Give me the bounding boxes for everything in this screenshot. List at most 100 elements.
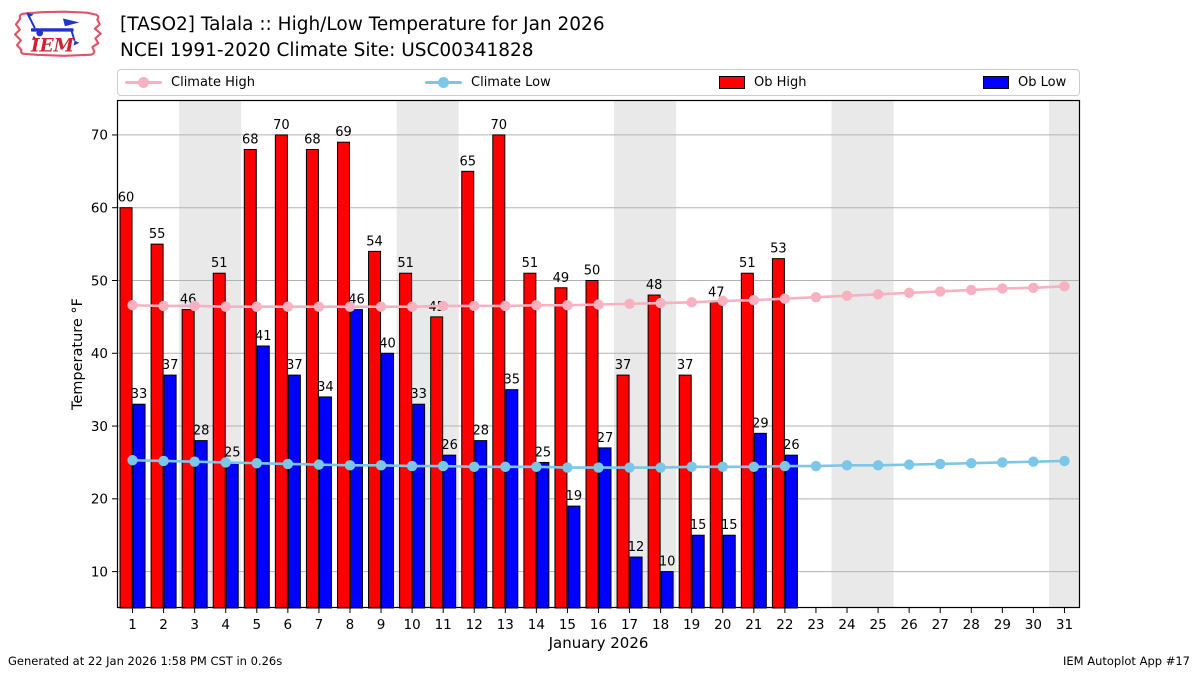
ob-high-patch-swatch xyxy=(719,76,745,89)
svg-text:20: 20 xyxy=(91,492,108,508)
svg-text:10: 10 xyxy=(659,555,676,570)
svg-text:48: 48 xyxy=(646,278,663,293)
legend-label: Ob High xyxy=(754,75,807,90)
svg-text:15: 15 xyxy=(690,518,707,533)
svg-text:15: 15 xyxy=(721,518,738,533)
svg-text:68: 68 xyxy=(242,132,259,147)
svg-text:21: 21 xyxy=(745,617,762,633)
svg-text:30: 30 xyxy=(1025,617,1042,633)
svg-text:19: 19 xyxy=(683,617,700,633)
weather-vane-icon xyxy=(26,12,80,46)
svg-text:12: 12 xyxy=(466,617,483,633)
svg-text:37: 37 xyxy=(677,358,694,373)
svg-text:26: 26 xyxy=(901,617,918,633)
svg-text:22: 22 xyxy=(776,617,793,633)
climate-low-line xyxy=(127,455,1070,473)
svg-text:19: 19 xyxy=(566,489,583,504)
svg-text:53: 53 xyxy=(770,242,787,257)
svg-text:34: 34 xyxy=(317,380,334,395)
title-line-1: [TASO2] Talala :: High/Low Temperature f… xyxy=(120,14,605,35)
svg-text:60: 60 xyxy=(91,201,108,217)
svg-text:41: 41 xyxy=(255,329,272,344)
ob-high-bars xyxy=(119,134,785,609)
chart-title: [TASO2] Talala :: High/Low Temperature f… xyxy=(120,12,605,64)
chart-legend: Climate High Climate Low Ob High Ob Low xyxy=(117,69,1080,96)
legend-item-ob-low: Ob Low xyxy=(983,70,1066,95)
x-axis-ticks: 1 2 3 4 5 6 7 8 9 10 11 12 13 14 15 16 17 18 19 20 21 22 23 24 2… xyxy=(128,608,1073,633)
svg-text:1: 1 xyxy=(128,617,137,633)
plot-border xyxy=(116,99,1081,609)
svg-text:49: 49 xyxy=(553,271,570,286)
svg-text:25: 25 xyxy=(535,445,552,460)
svg-text:16: 16 xyxy=(590,617,607,633)
svg-text:70: 70 xyxy=(91,128,108,144)
svg-text:33: 33 xyxy=(131,387,148,402)
svg-text:2: 2 xyxy=(159,617,168,633)
svg-text:28: 28 xyxy=(472,424,489,439)
svg-text:27: 27 xyxy=(597,431,614,446)
legend-label: Climate Low xyxy=(471,75,551,90)
svg-text:37: 37 xyxy=(286,358,303,373)
svg-text:70: 70 xyxy=(273,118,290,133)
title-line-2: NCEI 1991-2020 Climate Site: USC00341828 xyxy=(120,40,534,61)
svg-text:51: 51 xyxy=(211,256,228,271)
svg-text:55: 55 xyxy=(149,227,166,242)
svg-text:51: 51 xyxy=(522,256,539,271)
svg-text:11: 11 xyxy=(435,617,452,633)
legend-item-climate-low: Climate Low xyxy=(425,70,551,95)
svg-text:27: 27 xyxy=(932,617,949,633)
svg-text:51: 51 xyxy=(739,256,756,271)
svg-text:29: 29 xyxy=(994,617,1011,633)
svg-text:33: 33 xyxy=(410,387,427,402)
legend-item-ob-high: Ob High xyxy=(719,70,807,95)
ob-low-bars xyxy=(132,309,798,609)
svg-text:29: 29 xyxy=(752,416,769,431)
svg-text:65: 65 xyxy=(459,154,476,169)
app-credit: IEM Autoplot App #17 xyxy=(1062,654,1190,668)
svg-text:7: 7 xyxy=(315,617,324,633)
svg-text:15: 15 xyxy=(559,617,576,633)
svg-text:24: 24 xyxy=(838,617,855,633)
svg-text:37: 37 xyxy=(162,358,179,373)
svg-text:25: 25 xyxy=(224,445,241,460)
svg-text:37: 37 xyxy=(615,358,632,373)
svg-text:51: 51 xyxy=(397,256,414,271)
svg-text:10: 10 xyxy=(404,617,421,633)
logo-text: IEM xyxy=(30,35,75,56)
iowa-outline xyxy=(13,10,102,57)
ob-low-patch-swatch xyxy=(983,76,1009,89)
svg-text:50: 50 xyxy=(584,263,601,278)
svg-text:40: 40 xyxy=(379,336,396,351)
svg-text:5: 5 xyxy=(252,617,261,633)
svg-text:23: 23 xyxy=(807,617,824,633)
svg-text:54: 54 xyxy=(366,234,383,249)
svg-text:9: 9 xyxy=(377,617,386,633)
svg-text:69: 69 xyxy=(335,125,352,140)
legend-item-climate-high: Climate High xyxy=(125,70,255,95)
y-axis-label: Temperature °F xyxy=(70,297,86,411)
svg-text:26: 26 xyxy=(441,438,458,453)
svg-text:31: 31 xyxy=(1056,617,1073,633)
iem-logo: IEM xyxy=(13,10,102,57)
svg-text:3: 3 xyxy=(190,617,199,633)
svg-text:20: 20 xyxy=(714,617,731,633)
svg-text:17: 17 xyxy=(621,617,638,633)
svg-text:70: 70 xyxy=(491,118,508,133)
svg-text:40: 40 xyxy=(91,346,108,362)
svg-text:28: 28 xyxy=(963,617,980,633)
svg-text:4: 4 xyxy=(221,617,230,633)
svg-text:12: 12 xyxy=(628,540,645,555)
svg-text:26: 26 xyxy=(783,438,800,453)
svg-text:30: 30 xyxy=(91,419,108,435)
generated-timestamp: Generated at 22 Jan 2026 1:58 PM CST in … xyxy=(8,654,283,668)
svg-text:60: 60 xyxy=(118,191,135,206)
climate-high-line-swatch xyxy=(125,77,162,88)
y-axis-ticks: 10 20 30 40 50 60 70 xyxy=(91,128,117,580)
climate-low-line-swatch xyxy=(425,77,462,88)
legend-label: Climate High xyxy=(171,75,256,90)
svg-text:25: 25 xyxy=(869,617,886,633)
svg-text:18: 18 xyxy=(652,617,669,633)
svg-text:8: 8 xyxy=(346,617,355,633)
